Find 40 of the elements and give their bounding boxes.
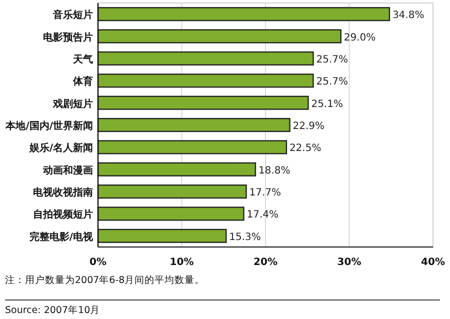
bar (97, 74, 314, 88)
bar (97, 162, 256, 176)
bar (97, 184, 247, 199)
bar (97, 228, 227, 243)
x-tick-label: 0% (90, 257, 106, 268)
x-tick-label: 20% (254, 257, 278, 268)
data-label: 34.8% (392, 10, 424, 22)
data-label: 22.9% (292, 121, 325, 132)
bar (97, 29, 342, 44)
y-tick-label: 本地/国内/世界新闻 (4, 120, 93, 132)
bar (97, 118, 290, 132)
bar (97, 140, 288, 154)
data-label: 22.5% (289, 143, 322, 154)
x-tick-label: 40% (421, 257, 445, 268)
source-note: Source: 2007年10月 (5, 304, 100, 316)
y-tick-label: 戏剧短片 (52, 98, 93, 110)
y-tick-label: 音乐短片 (52, 9, 93, 22)
data-label: 25.1% (311, 98, 343, 110)
data-label: 15.3% (229, 232, 261, 243)
x-tick-label: 30% (337, 257, 362, 268)
text: 注：用户数量为2007年6-8月间的平均数量。 (5, 274, 205, 286)
y-tick-label: 自拍视频短片 (33, 208, 93, 221)
y-tick-label: 电视收视指南 (33, 186, 93, 199)
bar (97, 206, 244, 221)
data-label: 25.7% (316, 76, 348, 88)
data-label: 17.7% (249, 188, 282, 199)
y-tick-label: 动画和漫画 (42, 164, 93, 176)
data-label: 17.4% (246, 210, 279, 221)
bar (97, 7, 390, 22)
y-tick-label: 体育 (72, 76, 93, 88)
y-tick-label: 电影预告片 (43, 31, 93, 44)
bar (97, 96, 309, 110)
y-tick-label: 完整电影/电视 (29, 230, 94, 243)
data-label: 29.0% (344, 32, 376, 44)
y-tick-label: 娱乐/名人新闻 (28, 142, 93, 154)
y-tick-label: 天气 (72, 53, 93, 66)
data-label: 25.7% (316, 54, 348, 66)
data-label: 18.8% (258, 165, 290, 176)
bar (97, 51, 314, 66)
x-tick-label: 10% (170, 257, 194, 268)
